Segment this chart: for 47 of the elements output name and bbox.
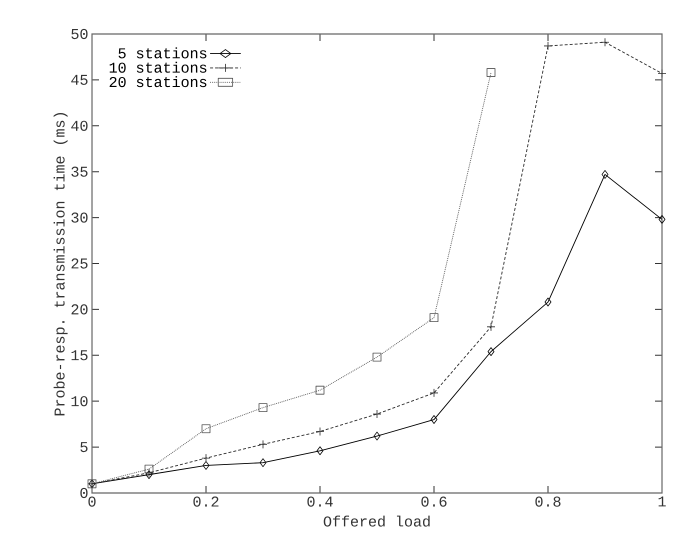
- x-tick-label: 0.2: [193, 496, 218, 507]
- point: [202, 461, 210, 470]
- y-tick-label: 15: [72, 350, 88, 360]
- y-tick-label: 25: [72, 258, 88, 269]
- point: [488, 347, 494, 356]
- point: [316, 446, 324, 456]
- point: [202, 424, 210, 434]
- point: [430, 388, 438, 398]
- x-tick-label: 0.8: [535, 496, 561, 507]
- y-tick-label: 35: [71, 166, 88, 177]
- point: [602, 170, 608, 179]
- x-axis-title: Offered load: [324, 516, 430, 527]
- point: [372, 410, 382, 418]
- y-tick-label: 20: [72, 304, 88, 314]
- y-tick-label: 0: [80, 488, 88, 498]
- point: [260, 458, 266, 468]
- point: [202, 454, 210, 463]
- point: [658, 69, 666, 78]
- y-tick-label: 10: [72, 396, 88, 406]
- point: [658, 215, 666, 224]
- legend-label: 20 stations: [110, 76, 206, 88]
- point: [316, 386, 324, 395]
- y-tick-label: 5: [80, 442, 88, 452]
- legend-label: 5 stations: [118, 47, 206, 58]
- point: [374, 432, 380, 440]
- point: [486, 322, 496, 332]
- x-tick-label: 0.6: [421, 496, 447, 507]
- y-tick-label: 50: [71, 28, 88, 40]
- x-tick-label: 1: [658, 496, 666, 506]
- point: [486, 68, 496, 77]
- point: [258, 440, 268, 449]
- x-tick-label: 0.4: [307, 496, 333, 507]
- y-tick-label: 30: [71, 212, 88, 223]
- point: [258, 403, 268, 412]
- point: [372, 352, 382, 362]
- point: [316, 427, 324, 436]
- point: [544, 42, 552, 50]
- point: [600, 38, 610, 47]
- point: [430, 313, 438, 322]
- y-axis-title: Probe-resp. transmission time (ms): [54, 113, 68, 416]
- x-tick-label: 0: [88, 496, 96, 507]
- y-tick-label: 45: [71, 74, 88, 85]
- legend-label: 10 stations: [110, 62, 206, 73]
- point: [430, 415, 438, 424]
- point: [544, 298, 552, 306]
- y-tick-label: 40: [71, 120, 88, 131]
- point: [144, 464, 154, 474]
